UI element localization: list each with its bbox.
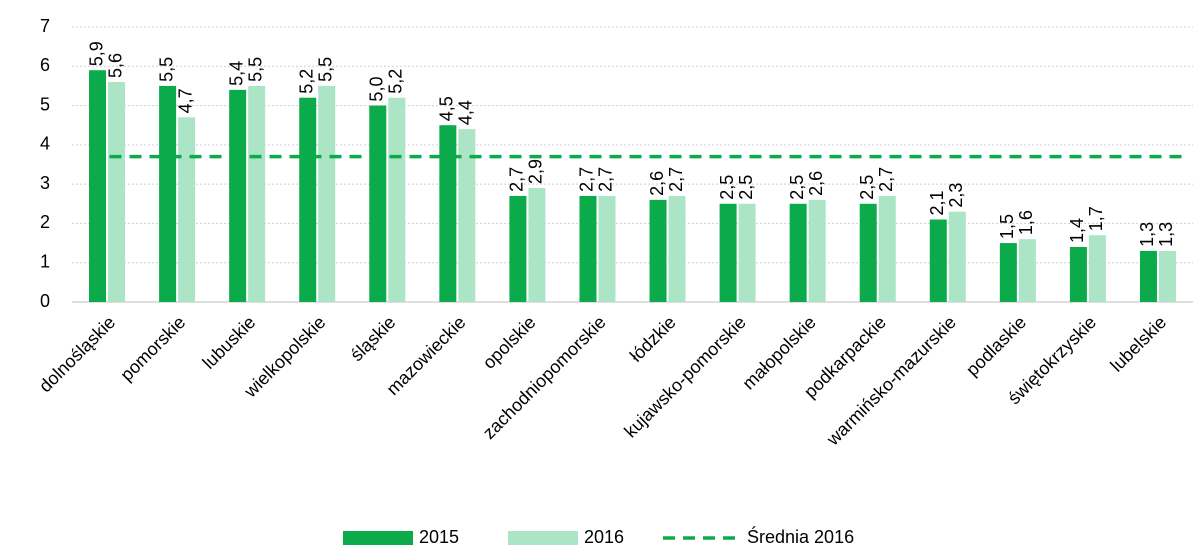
value-label: 5,2 [386,69,406,94]
bar [878,195,896,302]
bar [948,211,966,302]
bar [509,195,527,302]
value-label: 2,1 [927,190,947,215]
bar [1018,239,1036,302]
bar [369,105,387,302]
bar [789,203,807,302]
value-label: 5,5 [245,57,265,82]
bar [1139,250,1157,302]
y-tick-label: 2 [40,212,50,232]
x-tick-label: zachodniopomorskie [479,312,610,443]
value-label: 5,9 [86,41,106,66]
x-tick-label: lubuskie [198,312,259,373]
bar [1088,235,1106,302]
bar [458,129,476,302]
bar [738,203,756,302]
x-tick-label: śląskie [346,312,399,365]
x-tick-label: lubelskie [1106,312,1170,376]
value-label: 5,0 [367,77,387,102]
value-label: 1,3 [1156,222,1176,247]
bar [89,70,107,302]
bar [1158,250,1176,302]
bar [668,195,686,302]
value-label: 5,5 [315,57,335,82]
bar [859,203,877,302]
x-tick-label: podlaskie [962,312,1030,380]
value-label: 2,6 [806,171,826,196]
x-tick-label: kujawsko-pomorskie [620,312,749,441]
bar [1069,247,1087,302]
bar [229,89,247,302]
value-label: 1,6 [1016,210,1036,235]
value-label: 2,7 [577,167,597,192]
value-label: 2,7 [666,167,686,192]
y-tick-label: 1 [40,251,50,271]
y-tick-label: 3 [40,173,50,193]
y-tick-label: 4 [40,134,50,154]
bar [299,97,317,302]
value-label: 5,6 [105,53,125,78]
value-label: 5,5 [156,57,176,82]
bar [579,195,597,302]
bar [808,199,826,302]
value-label: 2,5 [857,175,877,200]
value-label: 1,4 [1067,218,1087,243]
value-label: 5,2 [296,69,316,94]
value-label: 2,7 [876,167,896,192]
bar [178,117,196,302]
value-label: 2,5 [787,175,807,200]
value-label: 2,7 [507,167,527,192]
x-tick-label: łódzkie [626,312,680,366]
legend-swatch [343,531,413,545]
bar [929,219,947,302]
x-tick-label: dolnośląskie [35,312,119,396]
bar [248,85,266,302]
bar [108,82,126,302]
value-label: 2,5 [736,175,756,200]
value-label: 2,3 [946,183,966,208]
y-tick-label: 5 [40,94,50,114]
value-label: 2,9 [526,159,546,184]
bar [649,199,667,302]
bar [388,97,406,302]
bar [159,85,177,302]
bar [719,203,737,302]
bar [598,195,616,302]
value-label: 4,5 [437,96,457,121]
x-tick-label: pomorskie [116,312,189,385]
legend-label: 2015 [419,527,459,547]
y-tick-label: 7 [40,16,50,36]
value-label: 2,6 [647,171,667,196]
bar [439,125,457,302]
value-label: 1,3 [1137,222,1157,247]
value-label: 2,5 [717,175,737,200]
y-tick-label: 6 [40,55,50,75]
x-tick-label: opolskie [479,312,540,373]
bar [999,243,1017,302]
value-label: 1,5 [997,214,1017,239]
bar [318,85,336,302]
y-tick-label: 0 [40,291,50,311]
legend-label: Średnia 2016 [747,526,854,547]
legend-label: 2016 [584,527,624,547]
value-label: 4,7 [175,88,195,113]
value-label: 2,7 [596,167,616,192]
value-label: 5,4 [226,61,246,86]
value-label: 4,4 [456,100,476,125]
legend-swatch [508,531,578,545]
value-label: 1,7 [1086,206,1106,231]
bar [528,188,546,302]
x-tick-label: warmińsko-mazurskie [822,312,960,450]
